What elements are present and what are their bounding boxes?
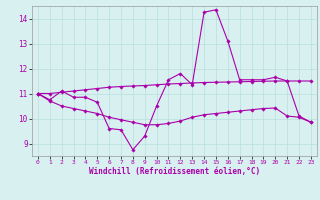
X-axis label: Windchill (Refroidissement éolien,°C): Windchill (Refroidissement éolien,°C): [89, 167, 260, 176]
